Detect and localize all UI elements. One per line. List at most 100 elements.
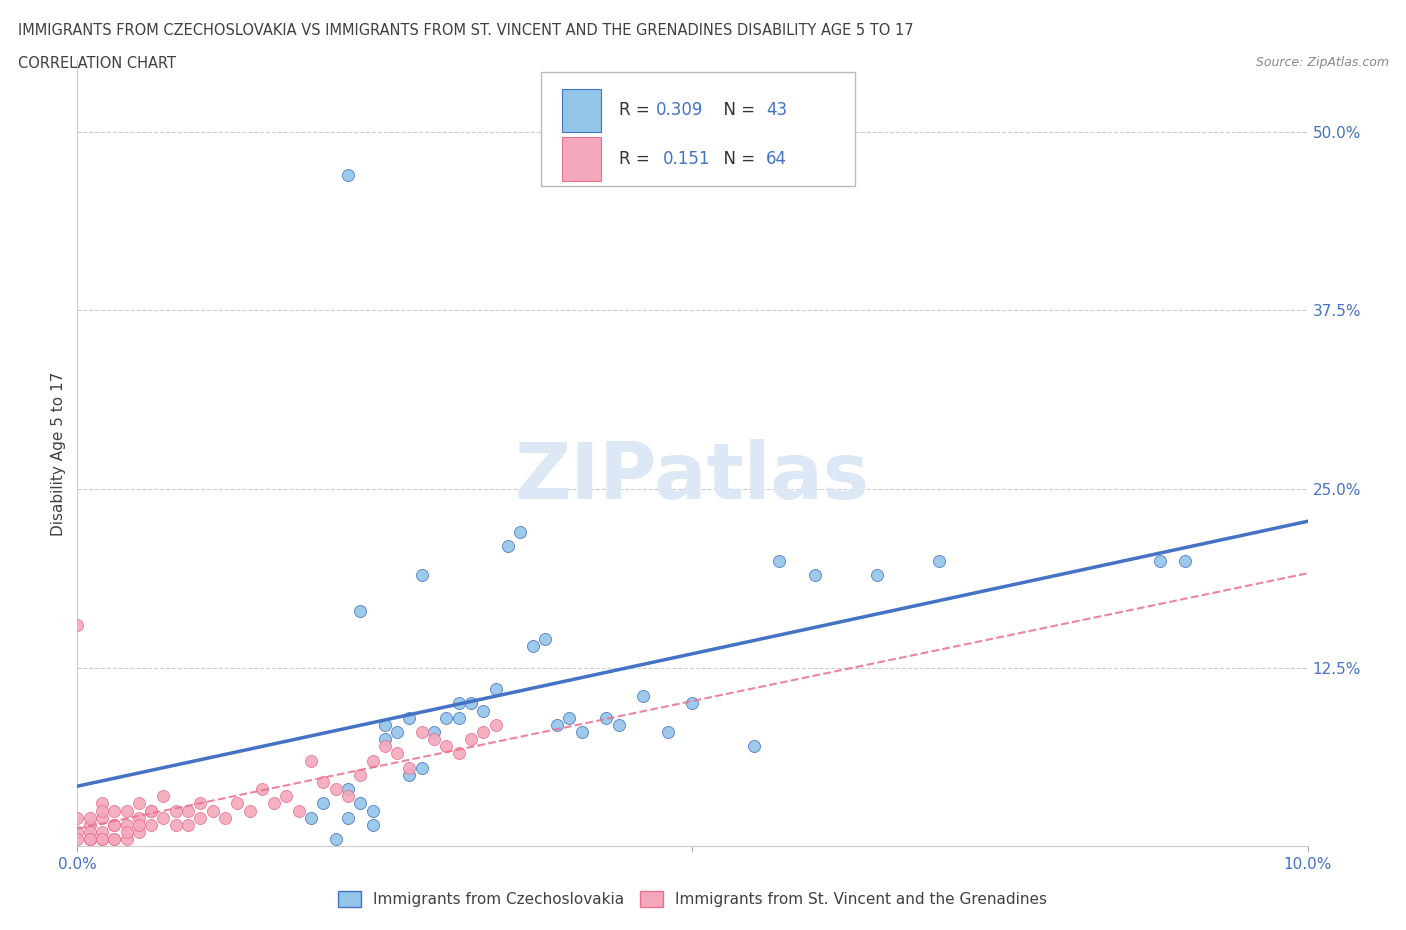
Point	[349, 796, 371, 811]
Point	[1174, 553, 1197, 568]
Point	[79, 831, 101, 846]
Point	[239, 804, 262, 818]
Text: N =: N =	[713, 150, 761, 168]
Point	[90, 831, 114, 846]
Point	[349, 767, 371, 782]
Point	[337, 789, 360, 804]
Point	[398, 761, 420, 776]
Y-axis label: Disability Age 5 to 17: Disability Age 5 to 17	[51, 371, 66, 536]
Point	[103, 817, 125, 832]
Point	[66, 810, 89, 825]
Point	[312, 796, 335, 811]
Point	[90, 825, 114, 840]
Point	[485, 682, 508, 697]
Point	[312, 775, 335, 790]
Point	[633, 689, 655, 704]
Point	[115, 825, 138, 840]
Point	[299, 810, 322, 825]
Point	[165, 804, 187, 818]
Point	[337, 782, 360, 797]
Text: 0.151: 0.151	[664, 150, 710, 168]
Point	[66, 831, 89, 846]
Point	[299, 753, 322, 768]
Text: N =: N =	[713, 101, 761, 119]
Point	[411, 724, 433, 739]
Point	[411, 567, 433, 582]
Point	[325, 782, 347, 797]
Legend: Immigrants from Czechoslovakia, Immigrants from St. Vincent and the Grenadines: Immigrants from Czechoslovakia, Immigran…	[332, 885, 1053, 913]
Point	[90, 796, 114, 811]
Point	[263, 796, 285, 811]
Point	[165, 817, 187, 832]
Point	[595, 711, 617, 725]
Point	[436, 711, 458, 725]
Point	[276, 789, 298, 804]
Text: 0.309: 0.309	[655, 101, 703, 119]
Point	[337, 810, 360, 825]
Point	[226, 796, 249, 811]
Point	[682, 696, 704, 711]
Point	[385, 724, 409, 739]
Point	[509, 525, 531, 539]
Point	[534, 631, 557, 646]
Point	[447, 711, 470, 725]
Bar	[562, 88, 602, 132]
Point	[103, 804, 125, 818]
Point	[460, 732, 482, 747]
Point	[79, 825, 101, 840]
Point	[214, 810, 236, 825]
Point	[66, 618, 89, 632]
Point	[385, 746, 409, 761]
Point	[115, 817, 138, 832]
Point	[201, 804, 224, 818]
Point	[361, 817, 384, 832]
Point	[423, 724, 446, 739]
Point	[558, 711, 581, 725]
Point	[141, 817, 163, 832]
Text: Source: ZipAtlas.com: Source: ZipAtlas.com	[1256, 56, 1389, 69]
Point	[90, 831, 114, 846]
Text: CORRELATION CHART: CORRELATION CHART	[18, 56, 176, 71]
Point	[103, 831, 125, 846]
Point	[607, 717, 630, 732]
FancyBboxPatch shape	[541, 73, 855, 186]
Point	[128, 825, 150, 840]
Point	[866, 567, 889, 582]
Point	[337, 167, 360, 182]
Point	[325, 831, 347, 846]
Point	[90, 810, 114, 825]
Point	[79, 831, 101, 846]
Point	[460, 696, 482, 711]
Point	[288, 804, 311, 818]
Point	[411, 761, 433, 776]
Point	[398, 767, 420, 782]
Point	[79, 810, 101, 825]
Point	[398, 711, 420, 725]
Point	[152, 810, 174, 825]
Point	[522, 639, 544, 654]
Point	[128, 817, 150, 832]
Point	[103, 831, 125, 846]
Point	[152, 789, 174, 804]
Point	[177, 817, 200, 832]
Point	[128, 810, 150, 825]
Point	[103, 817, 125, 832]
Point	[472, 703, 495, 718]
Text: R =: R =	[619, 101, 655, 119]
Point	[188, 796, 212, 811]
Bar	[562, 138, 602, 180]
Point	[141, 804, 163, 818]
Point	[141, 804, 163, 818]
Point	[79, 831, 101, 846]
Point	[188, 810, 212, 825]
Point	[349, 604, 371, 618]
Point	[571, 724, 593, 739]
Point	[423, 732, 446, 747]
Text: 43: 43	[766, 101, 787, 119]
Point	[250, 782, 273, 797]
Point	[804, 567, 827, 582]
Point	[115, 831, 138, 846]
Point	[447, 696, 470, 711]
Point	[66, 825, 89, 840]
Text: ZIPatlas: ZIPatlas	[515, 439, 870, 515]
